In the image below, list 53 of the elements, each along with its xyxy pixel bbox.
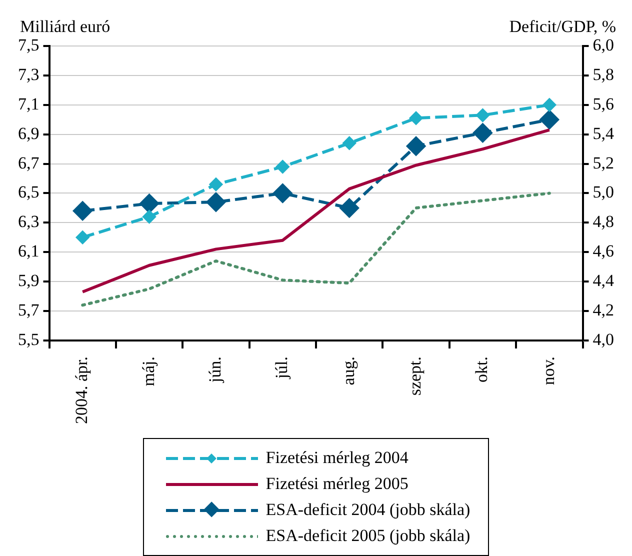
x-tick-label: nov. [538, 356, 558, 386]
point [342, 136, 356, 150]
y2-tick-label: 5,8 [592, 64, 614, 84]
line-series [81, 192, 551, 307]
y-tick-label: 7,3 [18, 64, 40, 84]
point [542, 98, 556, 112]
y2-axis-title: Deficit/GDP, % [509, 17, 616, 36]
point [273, 184, 292, 203]
x-tick-label: okt. [472, 356, 492, 382]
y2-tick-label: 4,8 [592, 212, 614, 232]
y-tick-label: 6,1 [18, 242, 40, 261]
legend-label: ESA-deficit 2005 (jobb skála) [266, 526, 470, 546]
y-tick-label: 5,7 [18, 300, 40, 320]
y-tick-label: 6,9 [18, 124, 40, 143]
y-tick-label: 7,1 [18, 94, 40, 114]
y2-tick-label: 5,6 [592, 94, 614, 114]
x-tick-label: máj. [138, 356, 158, 386]
y2-tick-label: 5,2 [592, 153, 614, 172]
y-tick-label: 7,5 [18, 35, 40, 54]
legend-label: Fizetési mérleg 2005 [266, 474, 408, 494]
legend-label: Fizetési mérleg 2004 [266, 448, 408, 468]
point [206, 192, 226, 212]
y2-tick-label: 5,4 [592, 124, 614, 143]
y-tick-label: 5,5 [18, 330, 40, 349]
point [473, 123, 492, 142]
y-tick-label: 6,7 [18, 153, 40, 172]
point [209, 178, 222, 191]
point [406, 136, 426, 156]
point [73, 201, 92, 220]
y2-tick-label: 4,0 [592, 330, 614, 349]
y2-tick-label: 4,4 [592, 271, 614, 290]
point [140, 194, 159, 214]
x-tick-label: aug. [338, 356, 358, 386]
y2-tick-label: 6,0 [592, 35, 614, 54]
x-tick-label: jún. [205, 356, 224, 384]
y-tick-label: 6,3 [18, 212, 40, 232]
y-tick-label: 5,9 [18, 271, 40, 290]
x-tick-label: júl. [272, 356, 292, 380]
x-tick-label: 2004. ápr. [72, 356, 92, 424]
y-axis-title: Milliárd euró [20, 17, 110, 36]
y-tick-label: 6,5 [18, 182, 40, 202]
y2-tick-label: 4,2 [592, 300, 614, 320]
point [76, 230, 90, 244]
point [476, 108, 490, 122]
y2-tick-label: 5,0 [592, 182, 614, 202]
y2-tick-label: 4,6 [592, 242, 614, 261]
point [276, 160, 290, 174]
point [540, 110, 559, 130]
x-tick-label: szept. [406, 356, 424, 396]
legend-label: ESA-deficit 2004 (jobb skála) [266, 500, 470, 520]
point [142, 210, 156, 224]
point [410, 112, 423, 125]
point [340, 198, 359, 218]
